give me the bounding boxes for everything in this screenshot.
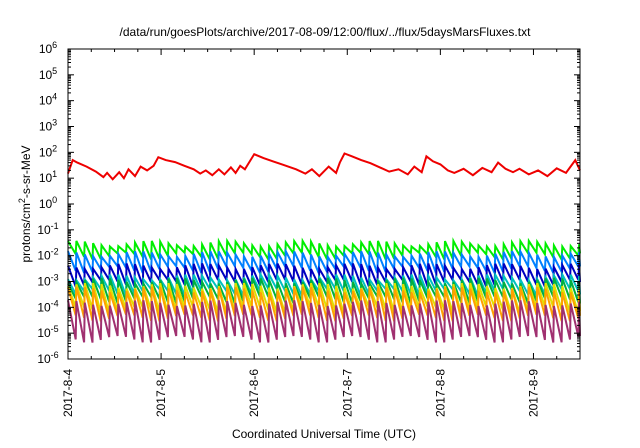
y-tick-label: 102 — [39, 143, 57, 159]
y-tick-exponent: 4 — [52, 92, 57, 102]
y-tick-base: 10 — [39, 120, 53, 134]
y-tick-label: 106 — [39, 40, 57, 56]
y-tick-exponent: 2 — [52, 143, 57, 153]
y-tick-exponent: 5 — [52, 66, 57, 76]
x-tick-label: 2017-8-8 — [433, 369, 447, 417]
y-tick-exponent: -2 — [51, 247, 59, 257]
y-tick-base: 10 — [39, 68, 53, 82]
y-tick-base: 10 — [39, 171, 53, 185]
x-tick-label: 2017-8-7 — [340, 369, 354, 417]
y-tick-label: 105 — [39, 66, 57, 82]
y-tick-base: 10 — [39, 42, 53, 56]
y-tick-base: 10 — [39, 145, 53, 159]
series-line-8 — [67, 300, 581, 343]
y-tick-exponent: 1 — [52, 169, 57, 179]
y-tick-label: 10-1 — [37, 221, 58, 237]
chart-title: /data/run/goesPlots/archive/2017-08-09/1… — [120, 25, 532, 39]
y-tick-label: 101 — [39, 169, 57, 185]
y-tick-label: 10-2 — [37, 247, 58, 263]
y-tick-exponent: 3 — [52, 118, 57, 128]
y-tick-exponent: -6 — [51, 350, 59, 360]
y-tick-base: 10 — [37, 275, 51, 289]
y-axis-title-sup: 2 — [17, 198, 27, 203]
y-tick-base: 10 — [37, 352, 51, 366]
y-tick-base: 10 — [37, 326, 51, 340]
y-tick-label: 10-5 — [37, 324, 58, 340]
y-tick-base: 10 — [39, 94, 53, 108]
y-tick-exponent: 0 — [52, 195, 57, 205]
x-axis-title: Coordinated Universal Time (UTC) — [232, 427, 416, 441]
y-tick-base: 10 — [39, 197, 53, 211]
series-line-7 — [67, 286, 581, 322]
y-tick-exponent: -1 — [51, 221, 59, 231]
y-tick-exponent: 6 — [52, 40, 57, 50]
y-tick-label: 10-4 — [37, 298, 58, 314]
y-axis-title-main: protons/cm — [19, 203, 33, 262]
series-layer — [67, 152, 581, 343]
x-tick-label: 2017-8-6 — [247, 369, 261, 417]
y-tick-label: 104 — [39, 92, 57, 108]
y-tick-exponent: -5 — [51, 324, 59, 334]
y-tick-base: 10 — [37, 249, 51, 263]
y-tick-exponent: -4 — [51, 298, 59, 308]
y-tick-exponent: -3 — [51, 273, 59, 283]
y-tick-label: 10-6 — [37, 350, 58, 366]
x-tick-label: 2017-8-9 — [526, 369, 540, 417]
y-axis-title: protons/cm2-s-sr-MeV — [17, 145, 33, 262]
y-tick-base: 10 — [37, 300, 51, 314]
y-tick-label: 100 — [39, 195, 57, 211]
ticks-layer: 10-610-510-410-310-210-11001011021031041… — [37, 40, 580, 417]
series-line-0 — [67, 152, 581, 181]
series-line-1 — [67, 237, 581, 264]
x-tick-label: 2017-8-5 — [154, 369, 168, 417]
y-tick-label: 10-3 — [37, 273, 58, 289]
series-line-2 — [67, 247, 581, 276]
y-tick-base: 10 — [37, 223, 51, 237]
y-tick-label: 103 — [39, 118, 57, 134]
x-tick-label: 2017-8-4 — [61, 369, 75, 417]
y-axis-title-rest: -s-sr-MeV — [19, 145, 33, 198]
